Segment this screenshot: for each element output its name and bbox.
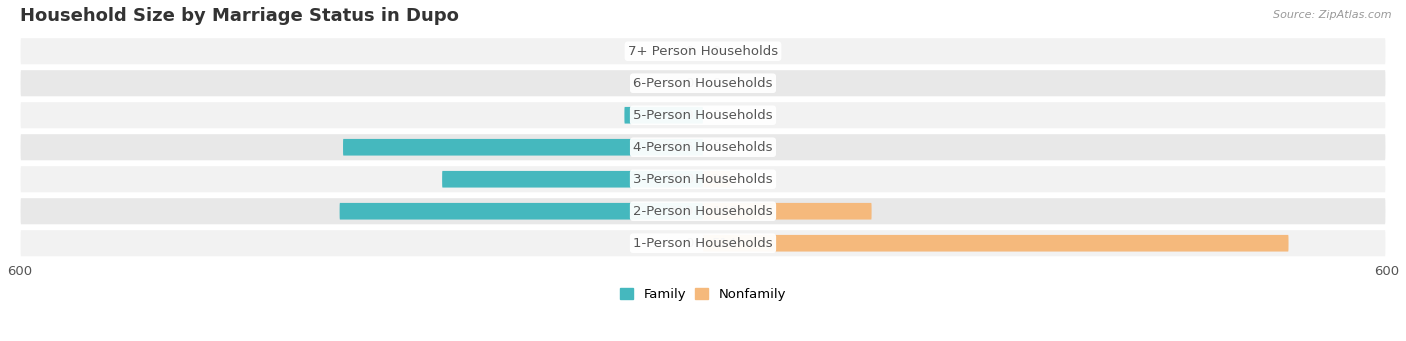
FancyBboxPatch shape: [20, 165, 1386, 193]
Text: 7+ Person Households: 7+ Person Households: [628, 45, 778, 58]
FancyBboxPatch shape: [441, 171, 703, 188]
FancyBboxPatch shape: [340, 203, 703, 220]
FancyBboxPatch shape: [343, 139, 703, 155]
Text: Source: ZipAtlas.com: Source: ZipAtlas.com: [1274, 10, 1392, 20]
Text: 514: 514: [711, 237, 738, 250]
FancyBboxPatch shape: [20, 229, 1386, 257]
Text: 69: 69: [678, 109, 695, 122]
Text: 4-Person Households: 4-Person Households: [633, 141, 773, 154]
FancyBboxPatch shape: [703, 171, 730, 188]
Text: 2-Person Households: 2-Person Households: [633, 205, 773, 218]
Text: 3-Person Households: 3-Person Households: [633, 173, 773, 186]
Text: 0: 0: [711, 45, 720, 58]
Text: 319: 319: [668, 205, 695, 218]
Text: 0: 0: [686, 77, 695, 90]
Text: 229: 229: [668, 173, 695, 186]
FancyBboxPatch shape: [20, 101, 1386, 129]
FancyBboxPatch shape: [703, 203, 872, 220]
Text: 1-Person Households: 1-Person Households: [633, 237, 773, 250]
Text: 24: 24: [711, 173, 728, 186]
Text: 0: 0: [686, 237, 695, 250]
FancyBboxPatch shape: [20, 197, 1386, 225]
Text: Household Size by Marriage Status in Dupo: Household Size by Marriage Status in Dup…: [20, 7, 458, 25]
Text: 148: 148: [711, 205, 737, 218]
FancyBboxPatch shape: [624, 107, 703, 123]
FancyBboxPatch shape: [20, 133, 1386, 161]
Text: 316: 316: [668, 141, 695, 154]
Text: 6-Person Households: 6-Person Households: [633, 77, 773, 90]
Text: 0: 0: [711, 77, 720, 90]
Text: 0: 0: [686, 45, 695, 58]
Text: 0: 0: [711, 109, 720, 122]
Text: 5-Person Households: 5-Person Households: [633, 109, 773, 122]
Text: 0: 0: [711, 141, 720, 154]
FancyBboxPatch shape: [20, 69, 1386, 97]
FancyBboxPatch shape: [703, 235, 1288, 252]
Legend: Family, Nonfamily: Family, Nonfamily: [614, 283, 792, 307]
FancyBboxPatch shape: [20, 37, 1386, 65]
